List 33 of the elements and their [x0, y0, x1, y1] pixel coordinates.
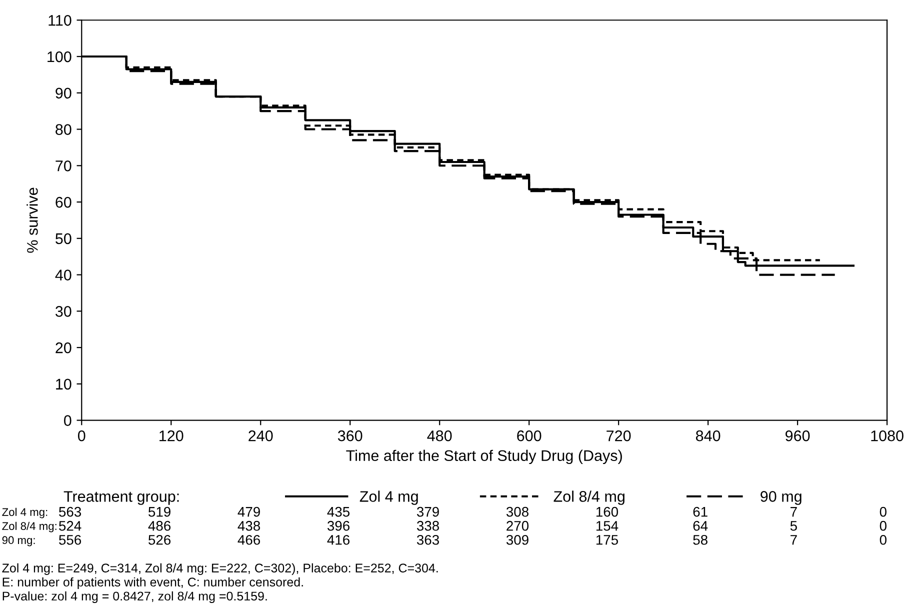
- text: 90 mg: 556 526 466 416 363 309 175 58 7 0: [2, 534, 887, 546]
- y-tick-label: 30: [56, 306, 72, 317]
- y-tick-label: 20: [56, 342, 72, 354]
- x-tick-label: 120: [160, 430, 184, 442]
- x-tick-label: 240: [248, 430, 273, 442]
- x-tick-label: 840: [696, 430, 720, 442]
- y-tick-label: 0: [64, 415, 72, 426]
- x-tick-label: 1080: [871, 430, 904, 442]
- x-axis-title: Time after the Start of Study Drug (Days): [346, 450, 622, 464]
- legend-label: Zol 8/4 mg: [554, 490, 624, 505]
- x-tick-label: 960: [786, 430, 810, 442]
- text: P-value: zol 4 mg = 0.8427, zol 8/4 mg =0.5159.: [2, 591, 267, 604]
- y-tick-label: 60: [56, 196, 72, 208]
- text: E: number of patients with event, C: number censored.: [2, 577, 303, 589]
- legend-title: Treatment group:: [64, 491, 179, 505]
- x-tick-label: 600: [517, 430, 542, 442]
- x-tick-label: 360: [338, 430, 362, 442]
- y-tick-label: 80: [56, 124, 72, 135]
- y-tick-label: 90: [56, 88, 72, 99]
- legend-label: Zol 4 mg: [360, 490, 418, 505]
- x-tick-label: 0: [78, 430, 86, 442]
- y-tick-label: 10: [56, 378, 72, 390]
- y-tick-label: 40: [55, 270, 72, 280]
- y-axis-title: % survive: [26, 188, 38, 253]
- y-tick-label: 70: [56, 160, 72, 172]
- x-tick-label: 480: [427, 430, 452, 442]
- legend-label: 90 mg: [760, 491, 802, 505]
- text: Zol 4 mg: E=249, C=314, Zol 8/4 mg: E=222, C=302), Placebo: E=252, C=304.: [2, 563, 438, 575]
- y-tick-label: 110: [48, 15, 72, 26]
- x-tick-label: 720: [606, 430, 631, 442]
- text: Zol 4 mg: 563 519 479 435 379 308 160 61 7 0: [2, 506, 887, 518]
- y-tick-label: 50: [56, 233, 72, 244]
- y-tick-label: 100: [48, 51, 72, 62]
